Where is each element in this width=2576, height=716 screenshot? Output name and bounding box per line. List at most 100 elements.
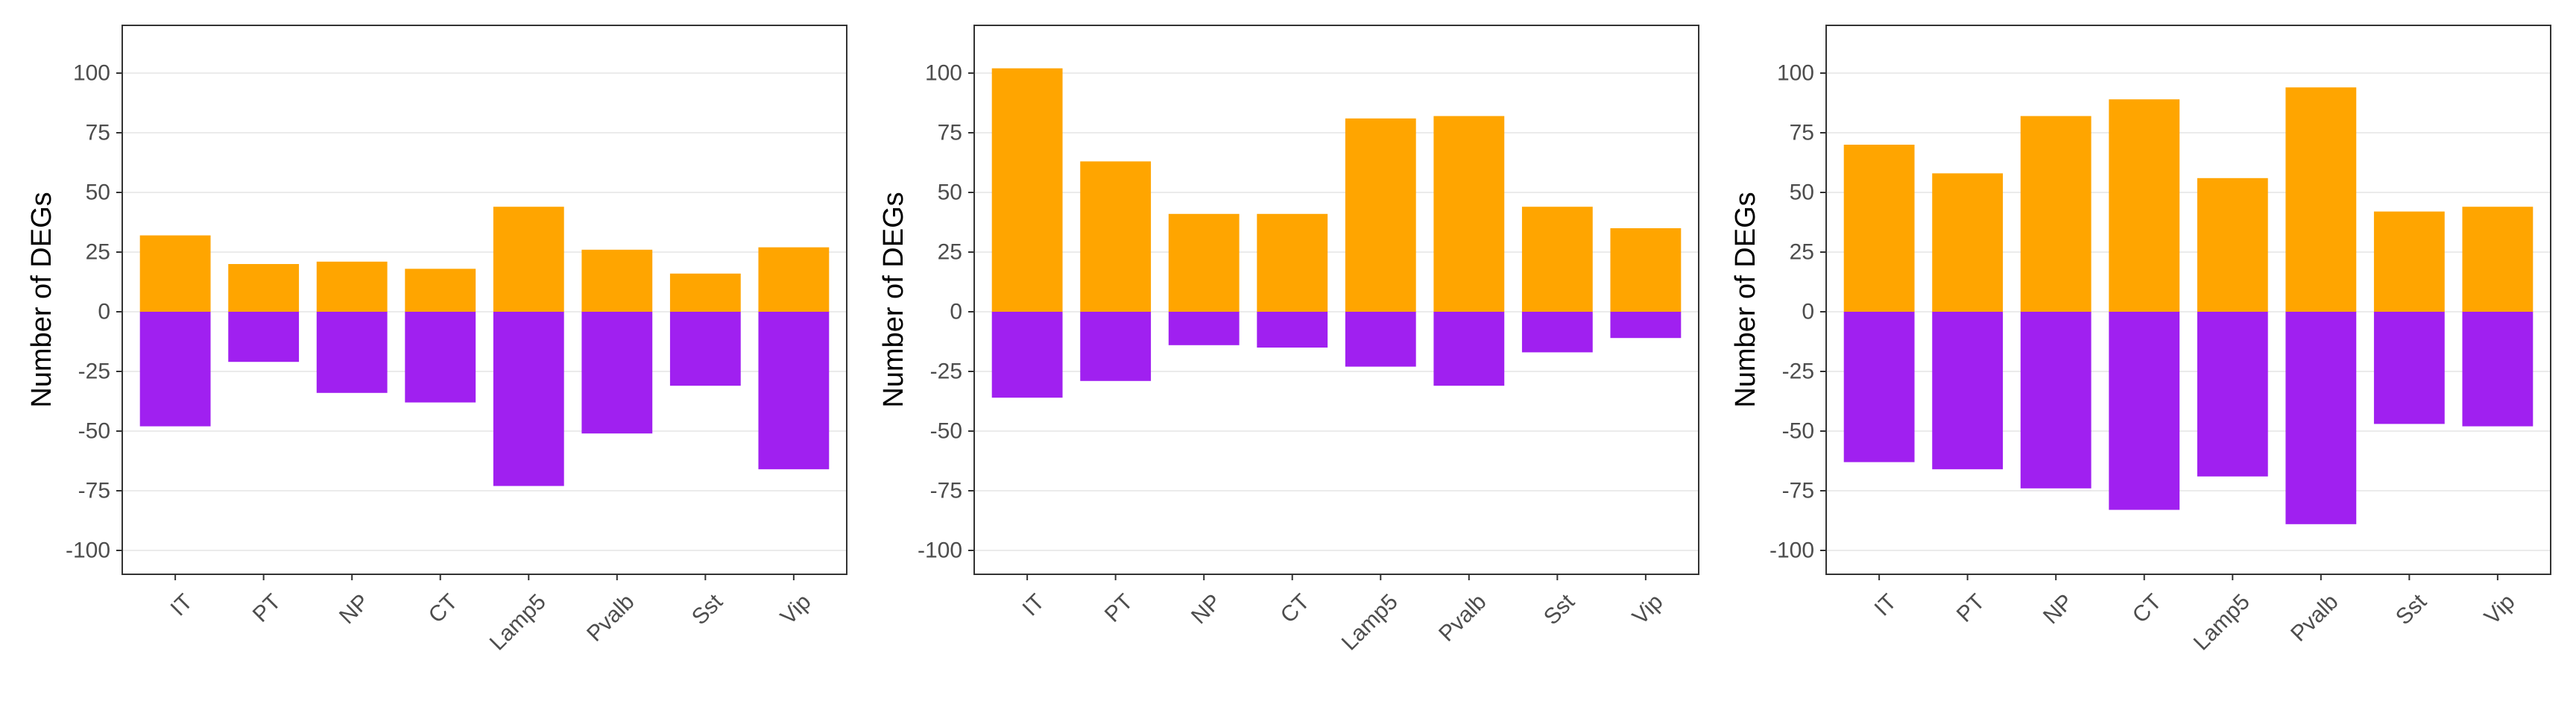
y-tick-label: 100	[73, 61, 110, 86]
x-tick-label: NP	[1187, 589, 1226, 629]
bar-up-CT	[405, 268, 476, 312]
x-tick-label: IT	[1870, 589, 1901, 621]
y-tick-label: 25	[86, 240, 110, 265]
bar-down-Pvalb	[581, 312, 653, 434]
x-tick-label: Pvalb	[2286, 589, 2343, 646]
bar-down-CT	[405, 312, 476, 403]
bar-up-Vip	[758, 247, 830, 312]
y-tick-label: -25	[78, 359, 110, 384]
y-axis-title: Number of DEGs	[1730, 192, 1761, 407]
bar-up-Pvalb	[581, 249, 653, 312]
bar-up-NP	[2020, 116, 2092, 312]
x-tick-label: IT	[166, 589, 198, 621]
x-tick-label: CT	[1276, 589, 1315, 628]
x-tick-label: CT	[424, 589, 463, 628]
x-tick-label: Pvalb	[1434, 589, 1491, 646]
bar-up-Lamp5	[1345, 118, 1416, 313]
y-tick-label: -25	[1782, 359, 1814, 384]
bar-up-Vip	[2462, 207, 2534, 312]
bar-up-IT	[1843, 145, 1915, 312]
bar-up-PT	[228, 264, 300, 312]
y-tick-label: -100	[918, 538, 962, 563]
x-tick-label: NP	[335, 589, 374, 629]
y-tick-label: -100	[66, 538, 110, 563]
bar-down-Vip	[2462, 312, 2534, 427]
y-tick-label: 100	[1777, 61, 1814, 86]
bar-down-Sst	[669, 312, 741, 386]
chart-panel-1: 100 75 50 25 0 -25 -50 -75 -100 IT PT NP CT Lamp5 Pval…	[26, 25, 847, 656]
bar-up-Sst	[1521, 207, 1593, 312]
x-tick-label: PT	[248, 589, 285, 626]
bar-up-Lamp5	[2197, 178, 2268, 312]
bar-down-PT	[228, 312, 300, 362]
bar-down-Lamp5	[1345, 312, 1416, 367]
y-tick-label: 50	[938, 180, 962, 205]
x-tick-label: IT	[1018, 589, 1049, 621]
y-tick-label: 50	[86, 180, 110, 205]
x-tick-label: Lamp5	[485, 589, 551, 655]
y-tick-label: -100	[1770, 538, 1814, 563]
x-tick-label: PT	[1100, 589, 1137, 626]
bar-up-PT	[1932, 173, 2004, 312]
bar-down-PT	[1080, 312, 1152, 381]
y-tick-label: -25	[930, 359, 962, 384]
x-tick-label: Sst	[2391, 589, 2431, 629]
x-tick-label: Sst	[687, 589, 727, 629]
y-tick-label: -50	[1782, 419, 1814, 444]
bar-up-Lamp5	[493, 207, 564, 312]
x-tick-label: Vip	[1628, 589, 1668, 629]
bar-up-Vip	[1610, 228, 1682, 312]
bar-down-NP	[316, 312, 388, 393]
panel-border	[121, 25, 847, 575]
bar-down-Sst	[2373, 312, 2445, 424]
y-tick-label: -75	[930, 479, 962, 503]
bar-down-Vip	[1610, 312, 1682, 339]
panel-border	[973, 25, 1699, 575]
y-tick-label: 25	[938, 240, 962, 265]
bar-down-Sst	[1521, 312, 1593, 353]
bar-up-Sst	[2373, 211, 2445, 312]
y-tick-label: 75	[1790, 121, 1814, 145]
y-tick-label: -50	[78, 419, 110, 444]
bar-down-IT	[1843, 312, 1915, 462]
bar-up-CT	[1257, 213, 1328, 312]
bar-down-Lamp5	[493, 312, 564, 486]
bar-down-NP	[2020, 312, 2092, 489]
y-tick-label: 100	[925, 61, 962, 86]
bar-down-Pvalb	[2285, 312, 2357, 524]
bar-down-Pvalb	[1433, 312, 1505, 386]
y-tick-label: 75	[86, 121, 110, 145]
bar-up-IT	[991, 68, 1063, 312]
bar-up-NP	[316, 261, 388, 312]
y-axis-title: Number of DEGs	[878, 192, 909, 407]
x-tick-label: Sst	[1539, 589, 1579, 629]
bar-up-CT	[2109, 99, 2180, 312]
bar-up-Pvalb	[2285, 87, 2357, 312]
chart-panel-3: 100 75 50 25 0 -25 -50 -75 -100 IT PT NP CT Lamp5 Pval…	[1730, 25, 2551, 656]
y-tick-label: 75	[938, 121, 962, 145]
x-tick-label: PT	[1952, 589, 1989, 626]
bar-up-PT	[1080, 161, 1152, 312]
y-tick-label: 0	[950, 300, 962, 324]
bar-down-CT	[1257, 312, 1328, 348]
y-tick-label: -75	[78, 479, 110, 503]
x-tick-label: NP	[2039, 589, 2078, 629]
y-tick-label: -50	[930, 419, 962, 444]
x-tick-label: Pvalb	[582, 589, 639, 646]
y-tick-label: 0	[1802, 300, 1814, 324]
chart-panel-2: 100 75 50 25 0 -25 -50 -75 -100 IT PT NP CT Lamp5 Pval…	[878, 25, 1699, 656]
bar-up-Sst	[669, 273, 741, 312]
x-tick-label: CT	[2128, 589, 2167, 628]
y-tick-label: 0	[98, 300, 110, 324]
x-tick-label: Lamp5	[2189, 589, 2255, 655]
bar-down-NP	[1168, 312, 1240, 345]
bar-down-PT	[1932, 312, 2004, 470]
y-tick-label: -75	[1782, 479, 1814, 503]
y-tick-label: 25	[1790, 240, 1814, 265]
bar-up-NP	[1168, 213, 1240, 312]
bar-up-Pvalb	[1433, 116, 1505, 312]
bar-down-IT	[991, 312, 1063, 398]
bar-down-Vip	[758, 312, 830, 470]
